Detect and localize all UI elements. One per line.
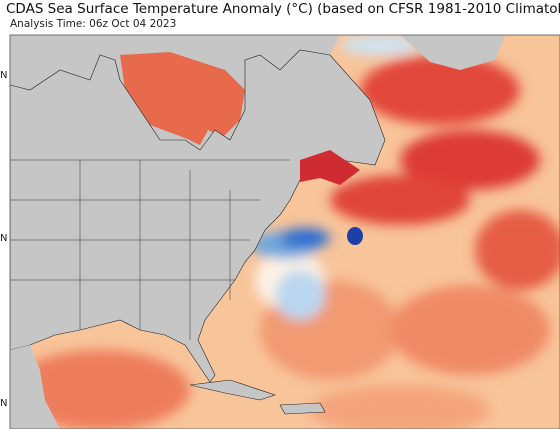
mexico-land — [10, 345, 60, 429]
state-borders — [10, 159, 290, 340]
gulf-st-lawrence — [300, 150, 360, 185]
lat-label: N — [0, 70, 7, 81]
map-frame — [9, 34, 560, 429]
hispaniola-land — [279, 402, 326, 415]
greenland-land — [400, 35, 505, 70]
title: CDAS Sea Surface Temperature Anomaly (°C… — [6, 1, 560, 17]
subtitle: Analysis Time: 06z Oct 04 2023 — [10, 18, 177, 30]
hudson-bay — [120, 52, 245, 145]
cuba-land — [189, 379, 276, 401]
map-area — [10, 35, 560, 429]
lat-label: N — [0, 398, 7, 409]
lat-label: N — [0, 233, 7, 244]
cold-anomaly — [347, 227, 363, 245]
